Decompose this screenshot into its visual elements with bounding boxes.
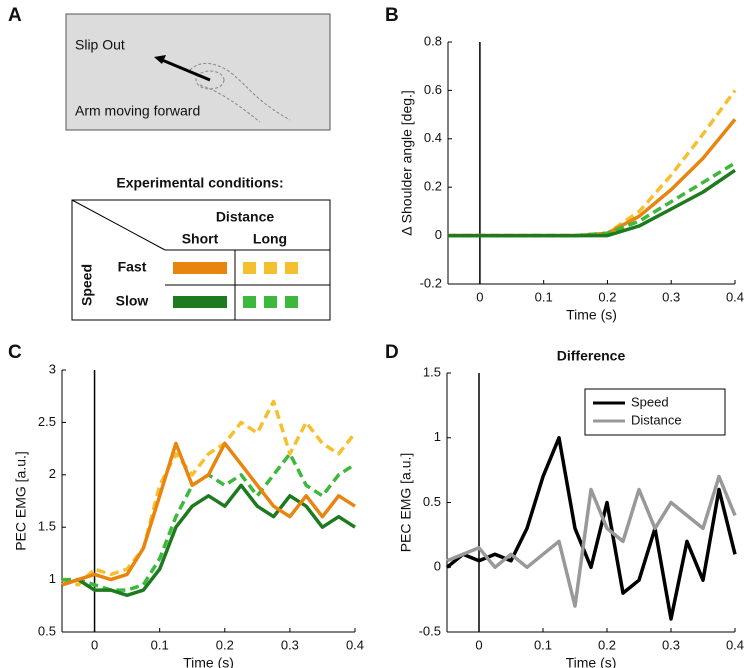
panel-letter: A	[8, 5, 22, 26]
panel-letter: C	[8, 342, 22, 363]
y-tick-label: -0.2	[420, 275, 442, 290]
swatch	[243, 296, 256, 308]
arm-label: Arm moving forward	[75, 103, 200, 119]
row-group: Speed	[79, 264, 95, 306]
x-tick-label: 0.4	[726, 637, 744, 652]
column-group: Distance	[216, 209, 275, 225]
y-tick-label: 0	[434, 559, 441, 574]
y-tick-label: 3	[49, 361, 56, 376]
y-tick-label: 1.5	[38, 519, 56, 534]
swatch	[285, 296, 298, 308]
y-axis-label: PEC EMG [a.u.]	[13, 451, 29, 551]
y-tick-label: 2.5	[38, 414, 56, 429]
chart-title: Difference	[557, 348, 626, 364]
arrow-head	[154, 55, 166, 64]
x-tick-label: 0	[475, 637, 482, 652]
x-tick-label: 0.1	[151, 637, 169, 652]
y-axis-label: PEC EMG [a.u.]	[398, 453, 414, 553]
x-axis-label: Time (s)	[566, 655, 617, 668]
x-tick-label: 0.2	[216, 637, 234, 652]
y-tick-label: 1.5	[423, 364, 441, 379]
hand-outline	[195, 70, 225, 90]
y-tick-label: 1	[434, 429, 441, 444]
swatch	[243, 262, 256, 274]
diagonal	[71, 199, 166, 251]
y-tick-label: 0.5	[38, 623, 56, 638]
series-line	[448, 89, 737, 238]
y-tick-label: 0.2	[424, 179, 442, 194]
series-line	[448, 118, 737, 238]
arm-outline	[189, 63, 291, 123]
column-label: Short	[182, 231, 219, 247]
x-axis-label: Time (s)	[183, 655, 234, 668]
x-tick-label: 0.3	[662, 289, 680, 304]
x-tick-label: 0.1	[534, 637, 552, 652]
table-box	[71, 199, 331, 321]
series-line	[61, 441, 356, 587]
x-tick-label: 0.3	[662, 637, 680, 652]
swatch	[264, 262, 277, 274]
legend-label: Speed	[631, 394, 669, 409]
y-tick-label: 1	[49, 571, 56, 586]
x-tick-label: 0	[476, 289, 483, 304]
series-line	[446, 474, 737, 608]
x-axis-label: Time (s)	[566, 307, 617, 323]
series-line	[61, 483, 356, 598]
y-tick-label: 0.4	[424, 130, 442, 145]
legend-label: Distance	[631, 412, 682, 427]
legend-box	[584, 388, 726, 436]
x-tick-label: 0.3	[281, 637, 299, 652]
x-tick-label: 0	[91, 637, 98, 652]
x-tick-label: 0.4	[726, 289, 744, 304]
swatch	[285, 262, 298, 274]
panel-letter: D	[385, 342, 399, 363]
swatch	[173, 296, 227, 308]
column-label: Long	[253, 231, 287, 247]
slip-label: Slip Out	[75, 37, 125, 53]
x-tick-label: 0.2	[598, 637, 616, 652]
x-tick-label: 0.4	[346, 637, 364, 652]
swatch	[173, 262, 227, 274]
slip-arrow	[161, 58, 211, 82]
series-line	[448, 168, 736, 238]
y-tick-label: 0.6	[424, 82, 442, 97]
x-tick-label: 0.2	[598, 289, 616, 304]
y-tick-label: 0.8	[424, 33, 442, 48]
y-tick-label: 0.5	[423, 494, 441, 509]
row-label: Slow	[116, 293, 149, 309]
row-label: Fast	[118, 259, 147, 275]
table-title: Experimental conditions:	[116, 175, 283, 191]
y-axis-label: Δ Shoulder angle [deg.]	[399, 90, 415, 236]
panel-letter: B	[385, 5, 399, 26]
photo-box	[65, 13, 331, 131]
series-line	[445, 436, 737, 621]
y-tick-label: 0	[435, 227, 442, 242]
y-tick-label: -0.5	[419, 623, 441, 638]
y-tick-label: 2	[49, 466, 56, 481]
series-line	[61, 399, 357, 587]
swatch	[264, 296, 277, 308]
x-tick-label: 0.1	[535, 289, 553, 304]
